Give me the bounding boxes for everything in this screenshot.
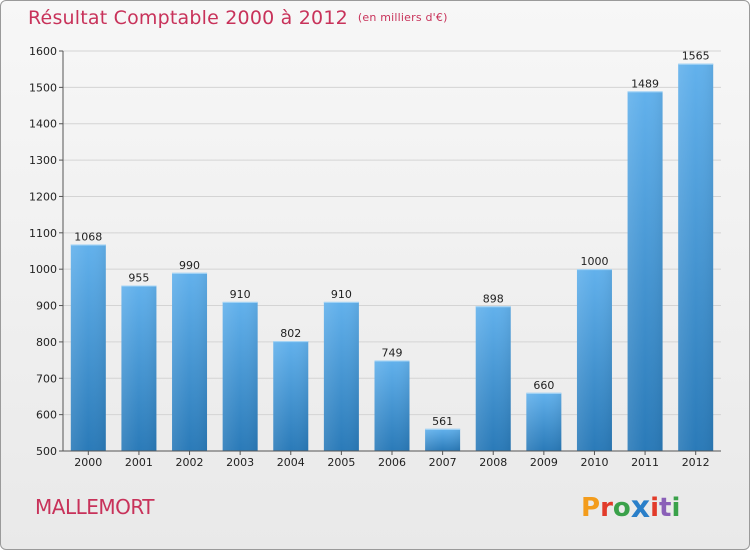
x-tick-label: 2012 [682,456,710,469]
proxiti-logo: Proxiti [581,489,681,525]
bar-shine [172,272,208,451]
bar-shine [526,392,562,451]
bar-shine [678,63,714,452]
data-label: 1000 [580,255,608,268]
axes: 500 600 700 800 900 1000 1100 1200 1300 1400 1500 1… [29,45,721,469]
bar-shine [425,428,461,451]
bar-shine [627,91,663,451]
bar-shine [222,301,258,451]
title-unit: (en milliers d'€) [357,11,448,24]
y-tick-label: 1600 [29,45,57,58]
bar-shine [576,269,612,451]
logo-letter: x [630,490,651,525]
data-label: 660 [533,379,554,392]
x-tick-label: 2011 [631,456,659,469]
x-tick-label: 2006 [378,456,406,469]
x-tick-label: 2003 [226,456,254,469]
bar-shine [121,285,157,451]
x-tick-label: 2010 [580,456,608,469]
data-label: 1068 [74,230,102,243]
data-label: 898 [483,292,504,305]
y-tick-label: 500 [36,445,57,458]
y-tick-label: 800 [36,336,57,349]
y-tick-label: 600 [36,409,57,422]
chart-title: Résultat Comptable 2000 à 2012 (en millie… [28,7,448,29]
data-label: 955 [128,272,149,285]
x-tick-label: 2001 [125,456,153,469]
y-tick-label: 1400 [29,118,57,131]
y-tick-label: 700 [36,372,57,385]
bars [70,63,714,452]
logo-letter: r [600,493,613,523]
data-label: 1565 [682,50,710,63]
y-tick-label: 1200 [29,190,57,203]
x-tick-label: 2005 [327,456,355,469]
data-label: 990 [179,259,200,272]
y-tick-label: 1500 [29,81,57,94]
data-label: 802 [280,327,301,340]
logo-letter: i [671,493,681,523]
x-tick-label: 2002 [176,456,204,469]
title-text: Résultat Comptable 2000 à 2012 [28,7,348,29]
logo-letter: o [612,493,631,523]
x-tick-label: 2004 [277,456,305,469]
y-tick-label: 1000 [29,263,57,276]
bar-shine [374,360,410,451]
x-tick-label: 2008 [479,456,507,469]
data-label: 910 [331,288,352,301]
x-tick-label: 2000 [74,456,102,469]
x-tick-label: 2009 [530,456,558,469]
bar-shine [273,341,309,451]
bar-shine [323,301,359,451]
logo-letter: i [650,493,660,523]
data-label: 561 [432,415,453,428]
data-label: 1489 [631,77,659,90]
data-label: 910 [230,288,251,301]
logo-letter: P [581,493,601,523]
y-tick-label: 1300 [29,154,57,167]
bar-shine [475,306,511,451]
y-tick-label: 900 [36,300,57,313]
data-labels: 1068 955 990 910 802 910 749 561 898 660 1000 1489 1… [74,50,709,428]
bar-shine [70,244,106,451]
x-tick-label: 2007 [429,456,457,469]
town-name: MALLEMORT [35,495,155,519]
y-tick-label: 1100 [29,227,57,240]
data-label: 749 [382,346,403,359]
logo-letter: t [659,493,672,523]
